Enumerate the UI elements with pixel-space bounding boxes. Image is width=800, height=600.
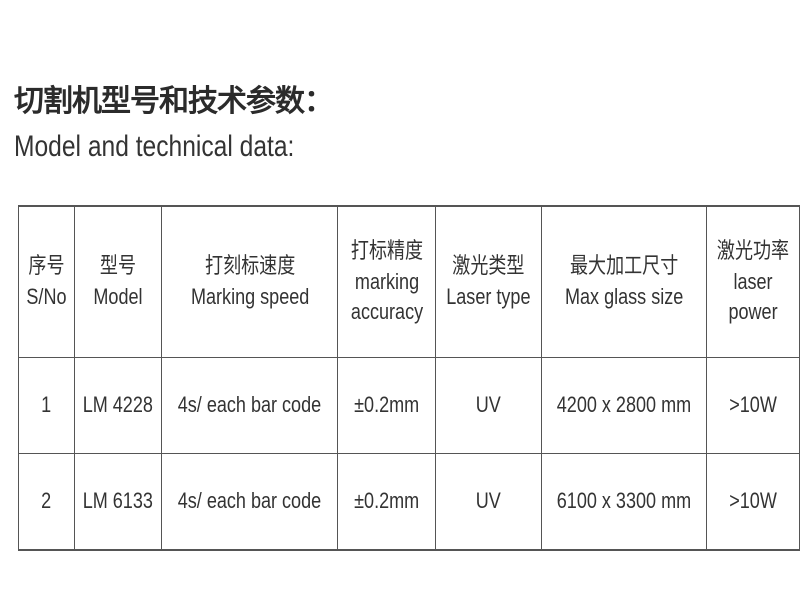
cell-power: >10W — [705, 357, 800, 454]
cell-laser-type: UV — [435, 453, 542, 551]
title-english: Model and technical data: — [14, 130, 295, 163]
cell-model: LM 4228 — [73, 357, 163, 454]
cell-accuracy: ±0.2mm — [337, 453, 437, 551]
title-chinese: 切割机型号和技术参数： — [14, 85, 334, 118]
header-power: 激光功率 laser power — [705, 205, 800, 358]
cell-sno: 1 — [18, 357, 75, 454]
table-row: 1 LM 4228 4s/ each bar code ±0.2mm UV 42… — [18, 357, 800, 454]
cell-max-size: 4200 x 2800 mm — [540, 357, 707, 454]
cell-speed: 4s/ each bar code — [161, 453, 339, 551]
header-accuracy: 打标精度 marking accuracy — [337, 205, 437, 358]
header-laser-type: 激光类型 Laser type — [435, 205, 542, 358]
header-model: 型号 Model — [73, 205, 163, 358]
table-row: 2 LM 6133 4s/ each bar code ±0.2mm UV 61… — [18, 453, 800, 551]
cell-sno: 2 — [18, 453, 75, 551]
cell-model: LM 6133 — [73, 453, 163, 551]
header-speed: 打刻标速度 Marking speed — [161, 205, 339, 358]
header-sno: 序号 S/No — [18, 205, 75, 358]
cell-accuracy: ±0.2mm — [337, 357, 437, 454]
cell-speed: 4s/ each bar code — [161, 357, 339, 454]
cell-max-size: 6100 x 3300 mm — [540, 453, 707, 551]
cell-laser-type: UV — [435, 357, 542, 454]
specs-table: 序号 S/No 型号 Model 打刻标速度 Marking speed 打标精度 ma… — [18, 205, 800, 551]
header-row: 序号 S/No 型号 Model 打刻标速度 Marking speed 打标精度 ma… — [18, 205, 800, 358]
header-max-size: 最大加工尺寸 Max glass size — [540, 205, 707, 358]
cell-power: >10W — [705, 453, 800, 551]
